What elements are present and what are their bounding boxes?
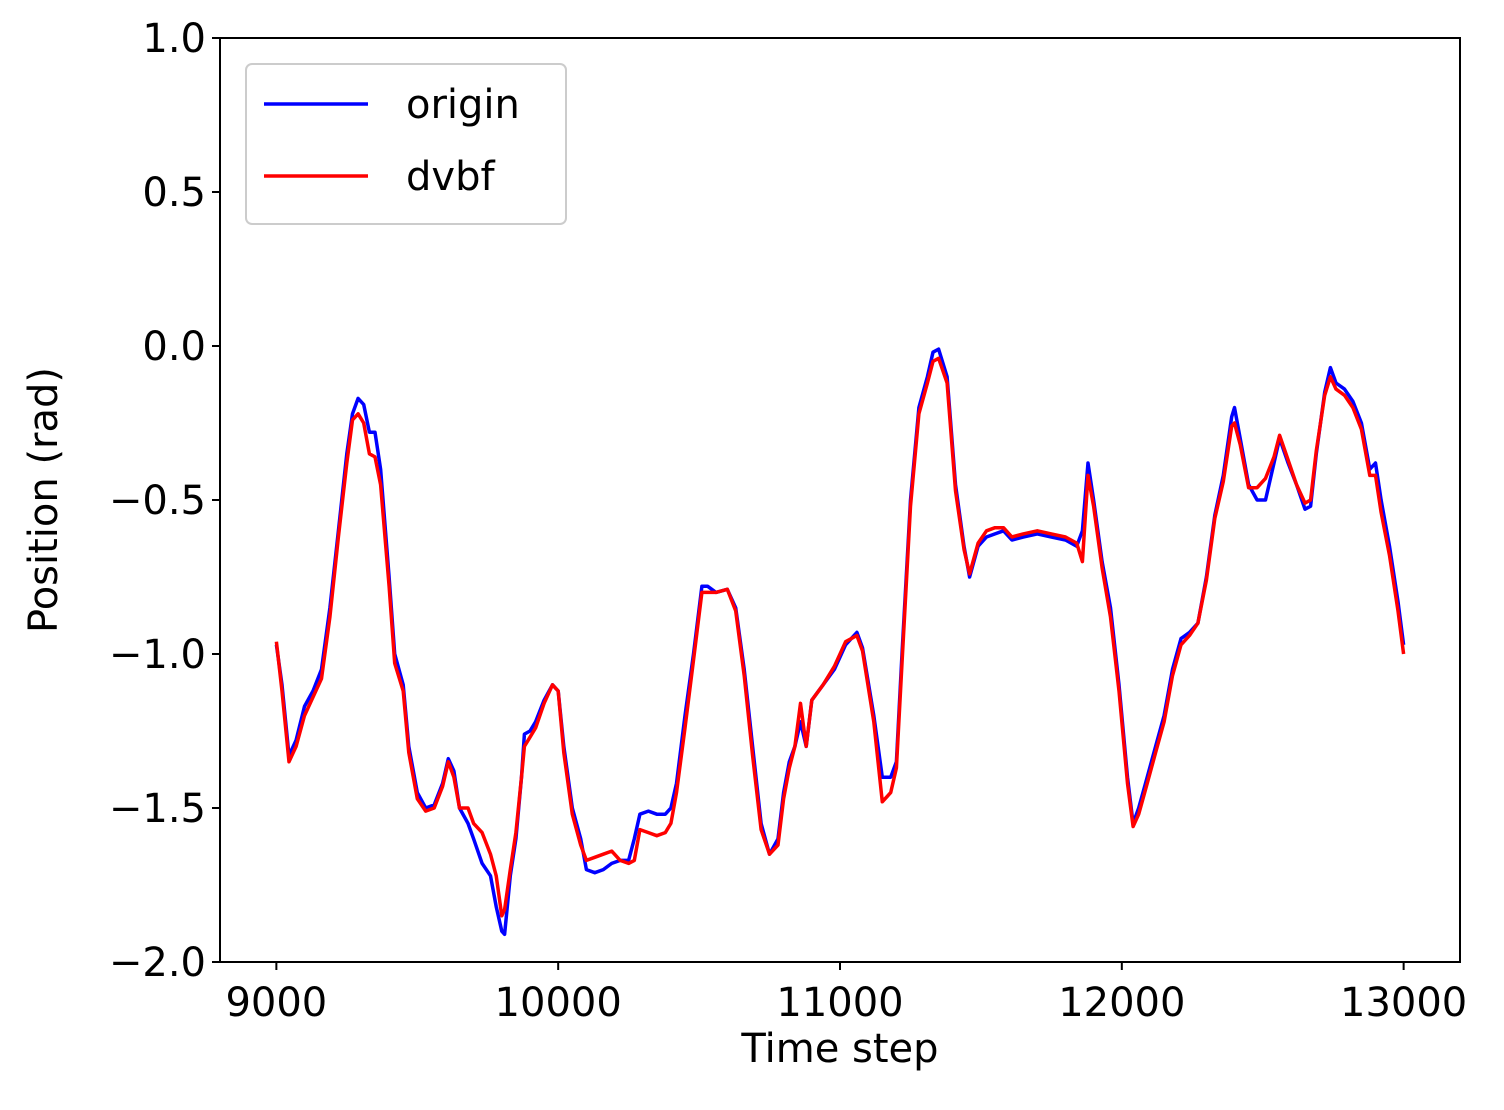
y-tick-label: −1.0 <box>109 632 206 678</box>
data-line <box>274 347 1406 937</box>
data-line <box>274 356 1406 918</box>
y-tick-label: −2.0 <box>109 940 206 986</box>
y-axis-label: Position (rad) <box>21 367 67 633</box>
y-tick-label: 1.0 <box>142 16 206 62</box>
y-tick-label: −0.5 <box>109 478 206 524</box>
x-tick-label: 10000 <box>495 980 622 1026</box>
y-tick-label: 0.0 <box>142 324 206 370</box>
y-tick-label: −1.5 <box>109 786 206 832</box>
legend-label: dvbf <box>406 154 495 200</box>
x-tick-label: 13000 <box>1340 980 1467 1026</box>
x-tick-label: 11000 <box>776 980 903 1026</box>
x-axis-label: Time step <box>740 1026 938 1072</box>
legend: origin dvbf <box>245 63 567 225</box>
legend-label: origin <box>406 82 520 128</box>
plot-frame <box>219 37 1461 963</box>
y-tick-label: 0.5 <box>142 170 206 216</box>
x-tick-label: 9000 <box>225 980 327 1026</box>
x-tick-label: 12000 <box>1058 980 1185 1026</box>
